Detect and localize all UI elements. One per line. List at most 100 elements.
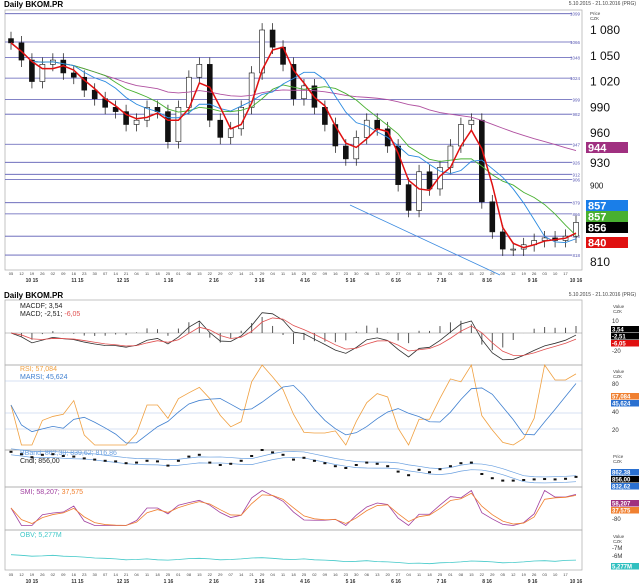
bband-candle <box>543 478 547 481</box>
x-tick-label: 18 <box>155 271 160 276</box>
x-tick-label: 18 <box>427 271 432 276</box>
month-label: 4 16 <box>300 579 310 585</box>
price-axis-label: Price <box>590 11 601 16</box>
y-tick-label: 810 <box>590 255 610 269</box>
bband-candle <box>323 462 327 465</box>
level-label: 879 <box>572 201 580 206</box>
x-tick-label: 18 <box>291 271 296 276</box>
x-tick-label: 30 <box>92 572 97 577</box>
bband-candle <box>9 450 13 453</box>
x-tick-label: 03 <box>542 572 547 577</box>
rsi-tick: 40 <box>612 410 619 416</box>
candle-body <box>343 145 349 160</box>
x-tick-label: 16 <box>72 572 77 577</box>
bband-candle <box>281 453 285 456</box>
month-label: 2 16 <box>209 579 219 585</box>
bband-candle <box>333 465 337 468</box>
bband-candle <box>40 453 44 456</box>
candle-body <box>416 171 422 211</box>
month-label: 2 16 <box>209 278 219 284</box>
x-tick-label: 19 <box>521 572 526 577</box>
month-label: 8 16 <box>482 579 492 585</box>
bband-candle <box>564 477 568 480</box>
bband-candle <box>114 460 118 463</box>
trend-line <box>349 204 501 276</box>
x-tick-label: 29 <box>218 271 223 276</box>
bband-candle <box>197 453 201 456</box>
bband-badge <box>611 483 639 490</box>
month-label: 6 16 <box>391 579 401 585</box>
bband-candle <box>145 459 149 462</box>
price-badge-label: 840 <box>588 238 606 250</box>
candle-body <box>133 119 140 125</box>
bband-candle <box>574 475 578 478</box>
x-tick-label: 04 <box>406 271 411 276</box>
macd-tick: 10 <box>612 319 619 325</box>
x-tick-label: 19 <box>30 271 35 276</box>
x-tick-label: 27 <box>396 572 401 577</box>
x-tick-label: 11 <box>417 572 422 577</box>
candle-body <box>269 29 276 48</box>
smi-badge-label: 37,575 <box>612 509 631 515</box>
x-tick-label: 02 <box>312 572 317 577</box>
candle-body <box>144 107 150 121</box>
x-tick-label: 30 <box>354 271 359 276</box>
x-tick-label: 13 <box>375 572 380 577</box>
bband-candle <box>250 455 254 457</box>
price-badge <box>586 222 628 233</box>
month-label: 8 16 <box>482 278 492 284</box>
x-tick-label: 04 <box>134 271 139 276</box>
rsi-badge <box>611 393 639 400</box>
smi-line <box>10 489 577 527</box>
month-label: 11 15 <box>71 278 83 284</box>
obv-badge-label: 5,277M <box>612 565 632 571</box>
bband-legend: BBand; 862,38; 839,62; 816,86 <box>20 450 117 457</box>
bband-candle <box>490 477 494 480</box>
x-tick-label: 02 <box>312 271 317 276</box>
x-tick-label: 20 <box>385 572 390 577</box>
smi-badge <box>611 507 639 514</box>
bband-candle <box>312 459 316 462</box>
x-tick-label: 08 <box>459 572 464 577</box>
x-tick-label: 22 <box>208 271 213 276</box>
bband-candle <box>218 464 222 466</box>
bband-candle <box>553 478 557 481</box>
bband-badge-label: 862,38 <box>612 471 631 477</box>
x-tick-label: 08 <box>187 572 192 577</box>
x-tick-label: 04 <box>270 271 275 276</box>
rsi-tick: 80 <box>612 382 619 388</box>
candle-body <box>112 107 119 112</box>
bband-candle <box>176 459 180 462</box>
y-tick-label: 990 <box>590 100 610 114</box>
indicator-date-range: 5.10.2015 - 21.10.2016 (PRG) <box>568 292 636 298</box>
x-tick-label: 09 <box>61 271 66 276</box>
level-label: 906 <box>572 177 580 182</box>
bband-candle <box>375 462 379 465</box>
x-tick-label: 21 <box>124 572 129 577</box>
panel-frame <box>4 449 583 488</box>
rsi-tick: 20 <box>612 428 619 434</box>
bband-candle <box>93 458 97 461</box>
macd-legend: MACD; -2,51; -6,05 <box>20 311 80 319</box>
x-tick-label: 26 <box>532 572 537 577</box>
y-tick-label: 900 <box>590 182 604 191</box>
obv-line <box>10 554 577 565</box>
candle-body <box>217 119 224 138</box>
bband-candle <box>208 461 212 464</box>
marsi-line <box>10 383 577 444</box>
bband-upper-line <box>10 448 577 478</box>
obv-badge <box>611 563 639 570</box>
level-label: 1024 <box>570 76 581 81</box>
x-tick-label: 05 <box>9 271 14 276</box>
marsi-legend: MARSI; 45,624 <box>20 374 68 381</box>
x-tick-label: 21 <box>124 271 129 276</box>
panel-frame <box>4 486 583 531</box>
obv-legend: OBV; 5,277M <box>20 532 62 539</box>
obv-tick: -7M <box>612 546 622 552</box>
bband-candle <box>522 479 526 481</box>
x-tick-label: 03 <box>542 271 547 276</box>
x-tick-label: 25 <box>438 572 443 577</box>
candle-body <box>468 119 475 125</box>
macd-badge <box>611 340 639 347</box>
